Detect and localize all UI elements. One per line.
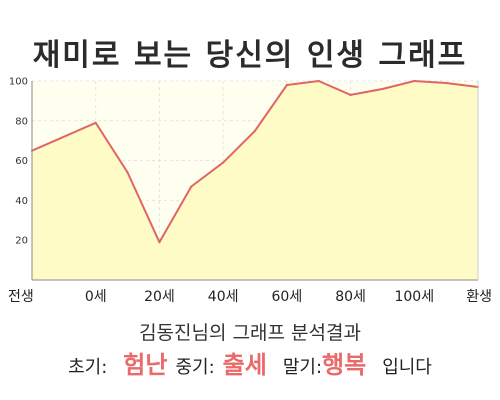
series-line-segment	[190, 161, 225, 188]
x-tick-label: 40세	[208, 289, 239, 305]
series-line-segment	[94, 121, 129, 174]
series-line-segment	[381, 80, 416, 90]
data-point	[317, 80, 320, 82]
y-tick-label: 60	[15, 156, 28, 167]
series-line-segment	[349, 88, 384, 96]
y-tick-label: 80	[15, 116, 28, 127]
data-point	[126, 171, 129, 174]
data-point	[158, 241, 161, 244]
y-tick-label: 100	[9, 77, 28, 88]
y-tick-label: 20	[15, 236, 28, 247]
x-tick-label: 20세	[144, 289, 175, 305]
series-line-segment	[285, 80, 320, 86]
x-tick-label: 환생	[466, 289, 492, 305]
series-line-segment	[126, 171, 161, 244]
y-tick-label: 40	[15, 196, 28, 207]
data-point	[285, 84, 288, 86]
data-point	[381, 88, 384, 90]
series-area	[32, 81, 478, 280]
data-point	[254, 129, 256, 132]
analysis-heading: 김동진님의 그래프 분석결과	[139, 322, 361, 344]
data-point	[222, 161, 225, 164]
ending-text: 입니다	[382, 357, 432, 378]
series-line-segment	[222, 129, 256, 164]
series-line-segment	[31, 121, 97, 152]
middle-label: 중기:	[175, 357, 215, 378]
analysis-summary: 초기: 험난 중기: 출세 말기:행복 입니다	[0, 345, 500, 380]
x-tick-label: 100세	[394, 289, 434, 305]
data-point	[190, 185, 193, 188]
early-label: 초기:	[68, 357, 108, 378]
series-line-segment	[158, 185, 193, 244]
x-tick-label: 0세	[85, 289, 107, 305]
page-title: 재미로 보는 당신의 인생 그래프	[32, 38, 468, 73]
x-tick-label: 80세	[335, 289, 366, 305]
series-line-segment	[413, 80, 448, 84]
series-line-segment	[254, 84, 288, 132]
middle-value: 출세	[222, 351, 267, 379]
series-line-segment	[317, 80, 352, 96]
early-value: 험난	[123, 351, 168, 379]
late-label: 말기:	[282, 357, 323, 378]
x-tick-label: 60세	[272, 289, 303, 305]
data-point	[349, 93, 352, 96]
late-value: 행복	[322, 351, 367, 379]
data-point	[94, 121, 97, 124]
data-point	[445, 82, 448, 84]
x-tick-label: 전생	[8, 289, 34, 305]
series-line-segment	[445, 82, 479, 88]
data-point	[413, 80, 416, 82]
